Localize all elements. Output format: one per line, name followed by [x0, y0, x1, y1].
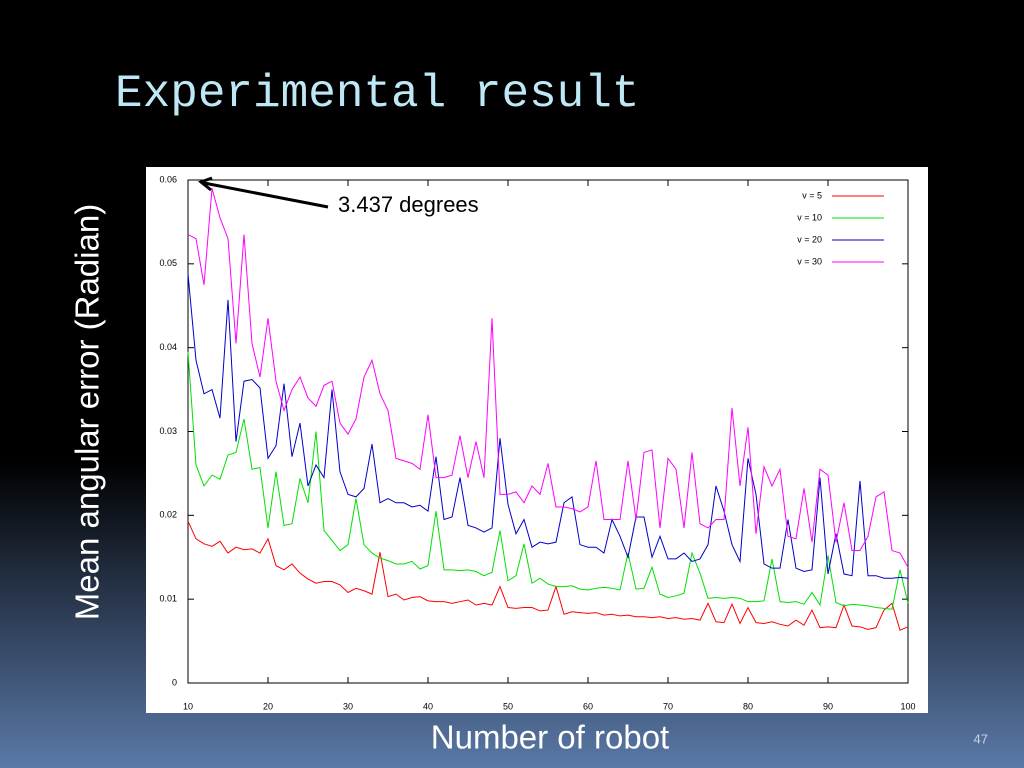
x-tick-label: 60 — [583, 701, 593, 711]
annotation-arrow — [203, 181, 329, 209]
y-tick-label: 0.04 — [159, 342, 177, 352]
annotation-arrowhead — [197, 176, 213, 192]
slide-title: Experimental result — [115, 68, 640, 120]
plot: 0 0.01 0.02 0.03 0.04 0.05 0.06 10 20 30 40 50 60 70 8… — [159, 174, 915, 711]
legend-label: v = 20 — [797, 234, 822, 244]
annotation: 3.437 degrees — [338, 192, 479, 217]
x-tick-label: 10 — [183, 701, 193, 711]
line-series — [187, 351, 909, 610]
y-tick-label: 0.01 — [159, 594, 177, 604]
line-series — [187, 188, 909, 568]
y-tick-label: 0.06 — [159, 174, 177, 184]
y-tick-label: 0 — [172, 677, 177, 687]
x-axis-label: Number of robot — [431, 719, 669, 756]
x-tick-label: 40 — [423, 701, 433, 711]
line-series — [187, 273, 909, 579]
legend-label: v = 10 — [797, 212, 822, 222]
chart-panel — [146, 167, 928, 713]
legend-label: v = 30 — [797, 256, 822, 266]
x-tick-label: 70 — [663, 701, 673, 711]
y-tick-label: 0.05 — [159, 258, 177, 268]
y-tick-label: 0.03 — [159, 426, 177, 436]
x-tick-label: 100 — [900, 701, 915, 711]
page-number: 47 — [974, 731, 988, 746]
x-tick-label: 50 — [503, 701, 513, 711]
y-axis-label: Mean angular error (Radian) — [69, 204, 106, 620]
x-tick-label: 90 — [823, 701, 833, 711]
x-tick-label: 20 — [263, 701, 273, 711]
line-series — [187, 520, 909, 631]
x-tick-label: 80 — [743, 701, 753, 711]
x-tick-label: 30 — [343, 701, 353, 711]
y-tick-label: 0.02 — [159, 510, 177, 520]
legend-label: v = 5 — [802, 190, 822, 200]
